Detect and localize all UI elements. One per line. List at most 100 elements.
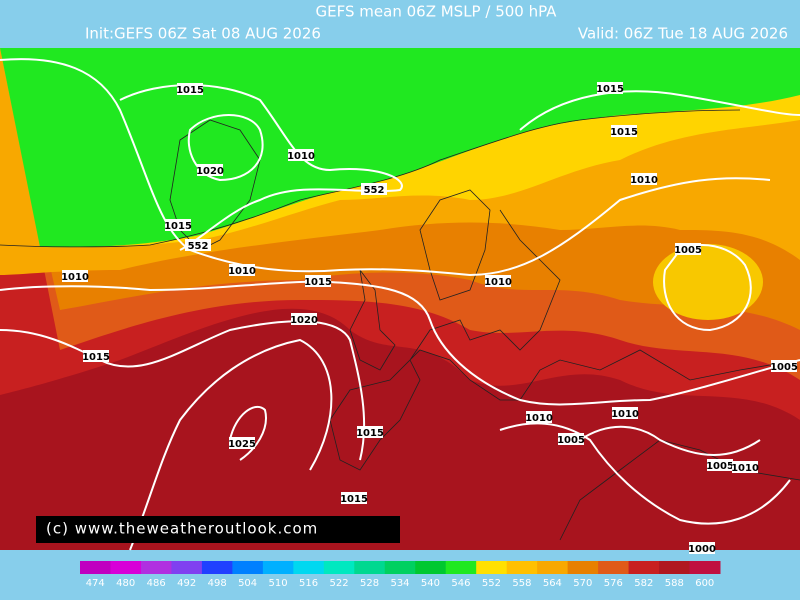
isobar-label: 1005 xyxy=(770,362,798,373)
legend-swatch xyxy=(293,561,325,574)
isobar-label-bg xyxy=(185,239,211,251)
legend-swatch xyxy=(506,561,538,574)
title: GEFS mean 06Z MSLP / 500 hPA xyxy=(316,3,558,21)
isobar-label-bg xyxy=(597,82,623,94)
isobar-label-bg xyxy=(526,411,552,423)
legend-label: 504 xyxy=(238,578,257,589)
legend-swatch xyxy=(476,561,508,574)
legend-label: 570 xyxy=(573,578,592,589)
legend-label: 474 xyxy=(86,578,105,589)
isobar-label-bg xyxy=(485,275,511,287)
isobar-label: 1010 xyxy=(731,463,759,474)
isobar-label-bg xyxy=(675,243,701,255)
isobar-label-bg xyxy=(631,173,657,185)
legend-swatch xyxy=(80,561,111,574)
isobar-label-bg xyxy=(229,264,255,276)
isobar-label-bg xyxy=(611,125,637,137)
isobar-label: 1005 xyxy=(557,435,585,446)
legend-label: 582 xyxy=(634,578,653,589)
legend-swatch xyxy=(628,561,660,574)
legend-swatch xyxy=(598,561,630,574)
isobar-label: 1015 xyxy=(610,127,638,138)
legend-swatch xyxy=(232,561,264,574)
isobar-label: 1010 xyxy=(484,277,512,288)
isobar-label-bg xyxy=(357,426,383,438)
map: (c) www.theweatheroutlook.com 1015 1020 10… xyxy=(0,48,800,555)
isobar-label: 1005 xyxy=(706,461,734,472)
isobar-label: 1010 xyxy=(228,266,256,277)
isobar-label: 1015 xyxy=(356,428,384,439)
legend-label: 546 xyxy=(451,578,470,589)
legend-label: 480 xyxy=(116,578,135,589)
isobar-label-bg xyxy=(689,542,715,554)
isobar-label-bg xyxy=(197,164,223,176)
legend-swatch xyxy=(445,561,477,574)
legend-swatch xyxy=(323,561,355,574)
isobar-label-bg xyxy=(288,149,314,161)
isobar-label: 1015 xyxy=(82,352,110,363)
legend-label: 510 xyxy=(269,578,288,589)
isobar-label: 1020 xyxy=(290,315,318,326)
isobar-label: 552 xyxy=(188,241,209,252)
isobar-label: 1020 xyxy=(196,166,224,177)
legend-swatch xyxy=(659,561,691,574)
isobar-label: 1010 xyxy=(611,409,639,420)
isobar-label-bg xyxy=(177,83,203,95)
legend-label: 492 xyxy=(177,578,196,589)
legend-swatch xyxy=(140,561,172,574)
valid-time: Valid: 06Z Tue 18 AUG 2026 xyxy=(578,25,788,43)
init-time: Init:GEFS 06Z Sat 08 AUG 2026 xyxy=(85,25,321,43)
legend-label: 540 xyxy=(421,578,440,589)
legend-swatch xyxy=(354,561,386,574)
legend-label: 576 xyxy=(604,578,623,589)
isobar-label-bg xyxy=(229,437,255,449)
legend-swatch xyxy=(110,561,142,574)
legend-swatch xyxy=(689,561,721,574)
isobar-label-bg xyxy=(165,219,191,231)
legend-swatch xyxy=(567,561,599,574)
isobar-label: 1010 xyxy=(630,175,658,186)
legend-swatch xyxy=(262,561,294,574)
isobar-label: 1010 xyxy=(61,272,89,283)
isobar-label-bg xyxy=(291,313,317,325)
copyright: (c) www.theweatheroutlook.com xyxy=(46,520,318,538)
legend-label: 600 xyxy=(695,578,714,589)
legend-label: 516 xyxy=(299,578,318,589)
legend-label: 534 xyxy=(390,578,409,589)
legend-swatch xyxy=(171,561,203,574)
isobar-label: 1015 xyxy=(164,221,192,232)
isobar-label-bg xyxy=(305,275,331,287)
legend-swatch xyxy=(384,561,416,574)
isobar-label-bg xyxy=(612,407,638,419)
isobar-label: 1010 xyxy=(287,151,315,162)
isobar-label: 1015 xyxy=(176,85,204,96)
isobar-label: 1015 xyxy=(596,84,624,95)
legend-label: 522 xyxy=(330,578,349,589)
isobar-label: 1015 xyxy=(304,277,332,288)
legend-label: 498 xyxy=(208,578,227,589)
isobar-label-bg xyxy=(83,350,109,362)
legend-label: 486 xyxy=(147,578,166,589)
legend-label: 528 xyxy=(360,578,379,589)
isobar-label-bg xyxy=(341,492,367,504)
legend-label: 552 xyxy=(482,578,501,589)
legend-label: 558 xyxy=(512,578,531,589)
legend-label: 564 xyxy=(543,578,562,589)
isobar-label-bg xyxy=(707,459,733,471)
isobar-label: 1005 xyxy=(674,245,702,256)
isobar-label-bg xyxy=(558,433,584,445)
isobar-label-bg xyxy=(62,270,88,282)
isobar-label: 1010 xyxy=(525,413,553,424)
isobar-label: 1015 xyxy=(340,494,368,505)
legend-swatch xyxy=(415,561,447,574)
legend-swatch xyxy=(201,561,233,574)
isobar-label-bg xyxy=(732,461,758,473)
legend-swatch xyxy=(537,561,569,574)
isobar-label: 552 xyxy=(364,185,385,196)
isobar-label: 1000 xyxy=(688,544,716,555)
isobar-label: 1025 xyxy=(228,439,256,450)
legend: 474 480 486 492 498 504 510 516 522 528 534 540 546 5… xyxy=(80,561,721,589)
isobar-label-bg xyxy=(771,360,797,372)
legend-label: 588 xyxy=(665,578,684,589)
